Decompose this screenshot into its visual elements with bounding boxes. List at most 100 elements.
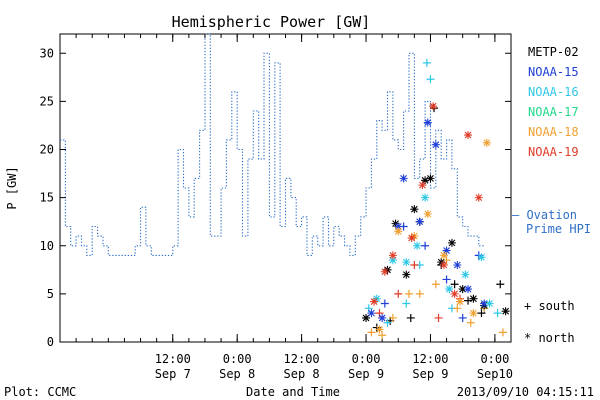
south-point: [367, 328, 376, 337]
x-tick-time-label: 0:00: [352, 352, 381, 366]
south-point: [410, 261, 419, 269]
y-tick-label: 15: [40, 191, 54, 205]
north-point: [402, 270, 411, 279]
north-point: [367, 309, 376, 318]
legend: — Ovation Prime HPI + south * north METP…: [512, 45, 591, 345]
plot-frame: [59, 33, 512, 343]
north-points: [362, 102, 510, 334]
south-point: [431, 280, 440, 289]
north-point: [388, 251, 397, 260]
legend-ovation-line2: Prime HPI: [526, 222, 591, 236]
north-point: [429, 102, 438, 111]
south-point: [453, 304, 462, 313]
north-point: [469, 309, 478, 318]
north-point: [410, 205, 419, 214]
legend-ovation-line1: — Ovation: [512, 208, 577, 222]
south-point: [388, 313, 397, 322]
legend-south: + south: [524, 299, 575, 313]
north-point: [375, 325, 384, 334]
y-tick-label: 25: [40, 94, 54, 108]
x-tick-time-label: 12:00: [284, 352, 320, 366]
north-point: [431, 140, 440, 149]
south-point: [402, 299, 411, 308]
south-point: [458, 313, 467, 322]
north-point: [447, 238, 456, 247]
north-point: [464, 285, 473, 294]
north-point: [407, 234, 416, 243]
south-point: [406, 313, 415, 322]
x-tick-date-label: Sep 9: [348, 367, 384, 381]
north-point: [464, 131, 473, 140]
north-point: [439, 261, 448, 269]
south-point: [426, 75, 435, 84]
south-point: [404, 289, 413, 298]
north-point: [402, 258, 411, 267]
north-point: [480, 299, 489, 308]
y-axis: 0 5 10 15 20 25 30: [40, 46, 511, 349]
north-point: [450, 289, 459, 298]
north-point: [394, 222, 403, 231]
south-point: [466, 318, 475, 327]
north-point: [455, 297, 464, 306]
timestamp: 2013/09/10 04:15:11: [457, 385, 594, 399]
south-point: [496, 280, 505, 289]
y-tick-label: 20: [40, 143, 54, 157]
legend-satellite-noaa-18: NOAA-18: [528, 125, 579, 139]
x-tick-date-label: Sep10: [477, 367, 513, 381]
south-point: [450, 280, 459, 289]
south-point: [498, 328, 507, 337]
south-point: [394, 289, 403, 298]
ovation-series: [60, 33, 485, 256]
north-point: [469, 294, 478, 303]
x-axis-label: Date and Time: [246, 385, 340, 399]
y-tick-label: 10: [40, 239, 54, 253]
north-point: [394, 227, 403, 236]
south-point: [421, 241, 430, 250]
y-tick-label: 30: [40, 46, 54, 60]
south-points: [364, 58, 507, 340]
chart-title: Hemispheric Power [GW]: [172, 13, 371, 31]
north-point: [426, 174, 435, 183]
legend-satellite-noaa-17: NOAA-17: [528, 105, 579, 119]
north-point: [418, 181, 427, 190]
north-point: [370, 297, 379, 306]
legend-satellite-metp-02: METP-02: [528, 45, 579, 59]
north-point: [461, 270, 470, 279]
north-point: [482, 138, 491, 147]
south-point: [477, 309, 486, 318]
north-point: [421, 193, 430, 202]
north-point: [423, 209, 432, 218]
north-point: [477, 253, 486, 262]
y-tick-label: 0: [47, 335, 54, 349]
north-point: [421, 176, 430, 185]
north-point: [413, 241, 422, 250]
south-point: [415, 289, 424, 298]
legend-satellite-noaa-19: NOAA-19: [528, 145, 579, 159]
north-point: [378, 313, 387, 322]
north-point: [439, 251, 448, 260]
north-point: [399, 174, 408, 183]
north-point: [445, 285, 454, 294]
y-axis-label: P [GW]: [5, 166, 19, 209]
x-tick-time-label: 12:00: [155, 352, 191, 366]
south-point: [493, 309, 502, 318]
south-point: [383, 318, 392, 327]
x-tick-time-label: 0:00: [480, 352, 509, 366]
y-tick-label: 5: [47, 287, 54, 301]
legend-north: * north: [524, 331, 575, 345]
south-point: [380, 299, 389, 308]
plot-credit: Plot: CCMC: [4, 385, 76, 399]
north-point: [458, 285, 467, 294]
south-point: [442, 275, 451, 284]
legend-satellite-noaa-15: NOAA-15: [528, 65, 579, 79]
north-point: [501, 307, 510, 316]
x-tick-date-label: Sep 8: [284, 367, 320, 381]
north-point: [453, 261, 462, 269]
x-tick-date-label: Sep 9: [412, 367, 448, 381]
north-point: [415, 217, 424, 226]
north-point: [362, 313, 371, 322]
legend-satellite-noaa-16: NOAA-16: [528, 85, 579, 99]
north-point: [485, 299, 494, 308]
north-point: [442, 246, 451, 255]
